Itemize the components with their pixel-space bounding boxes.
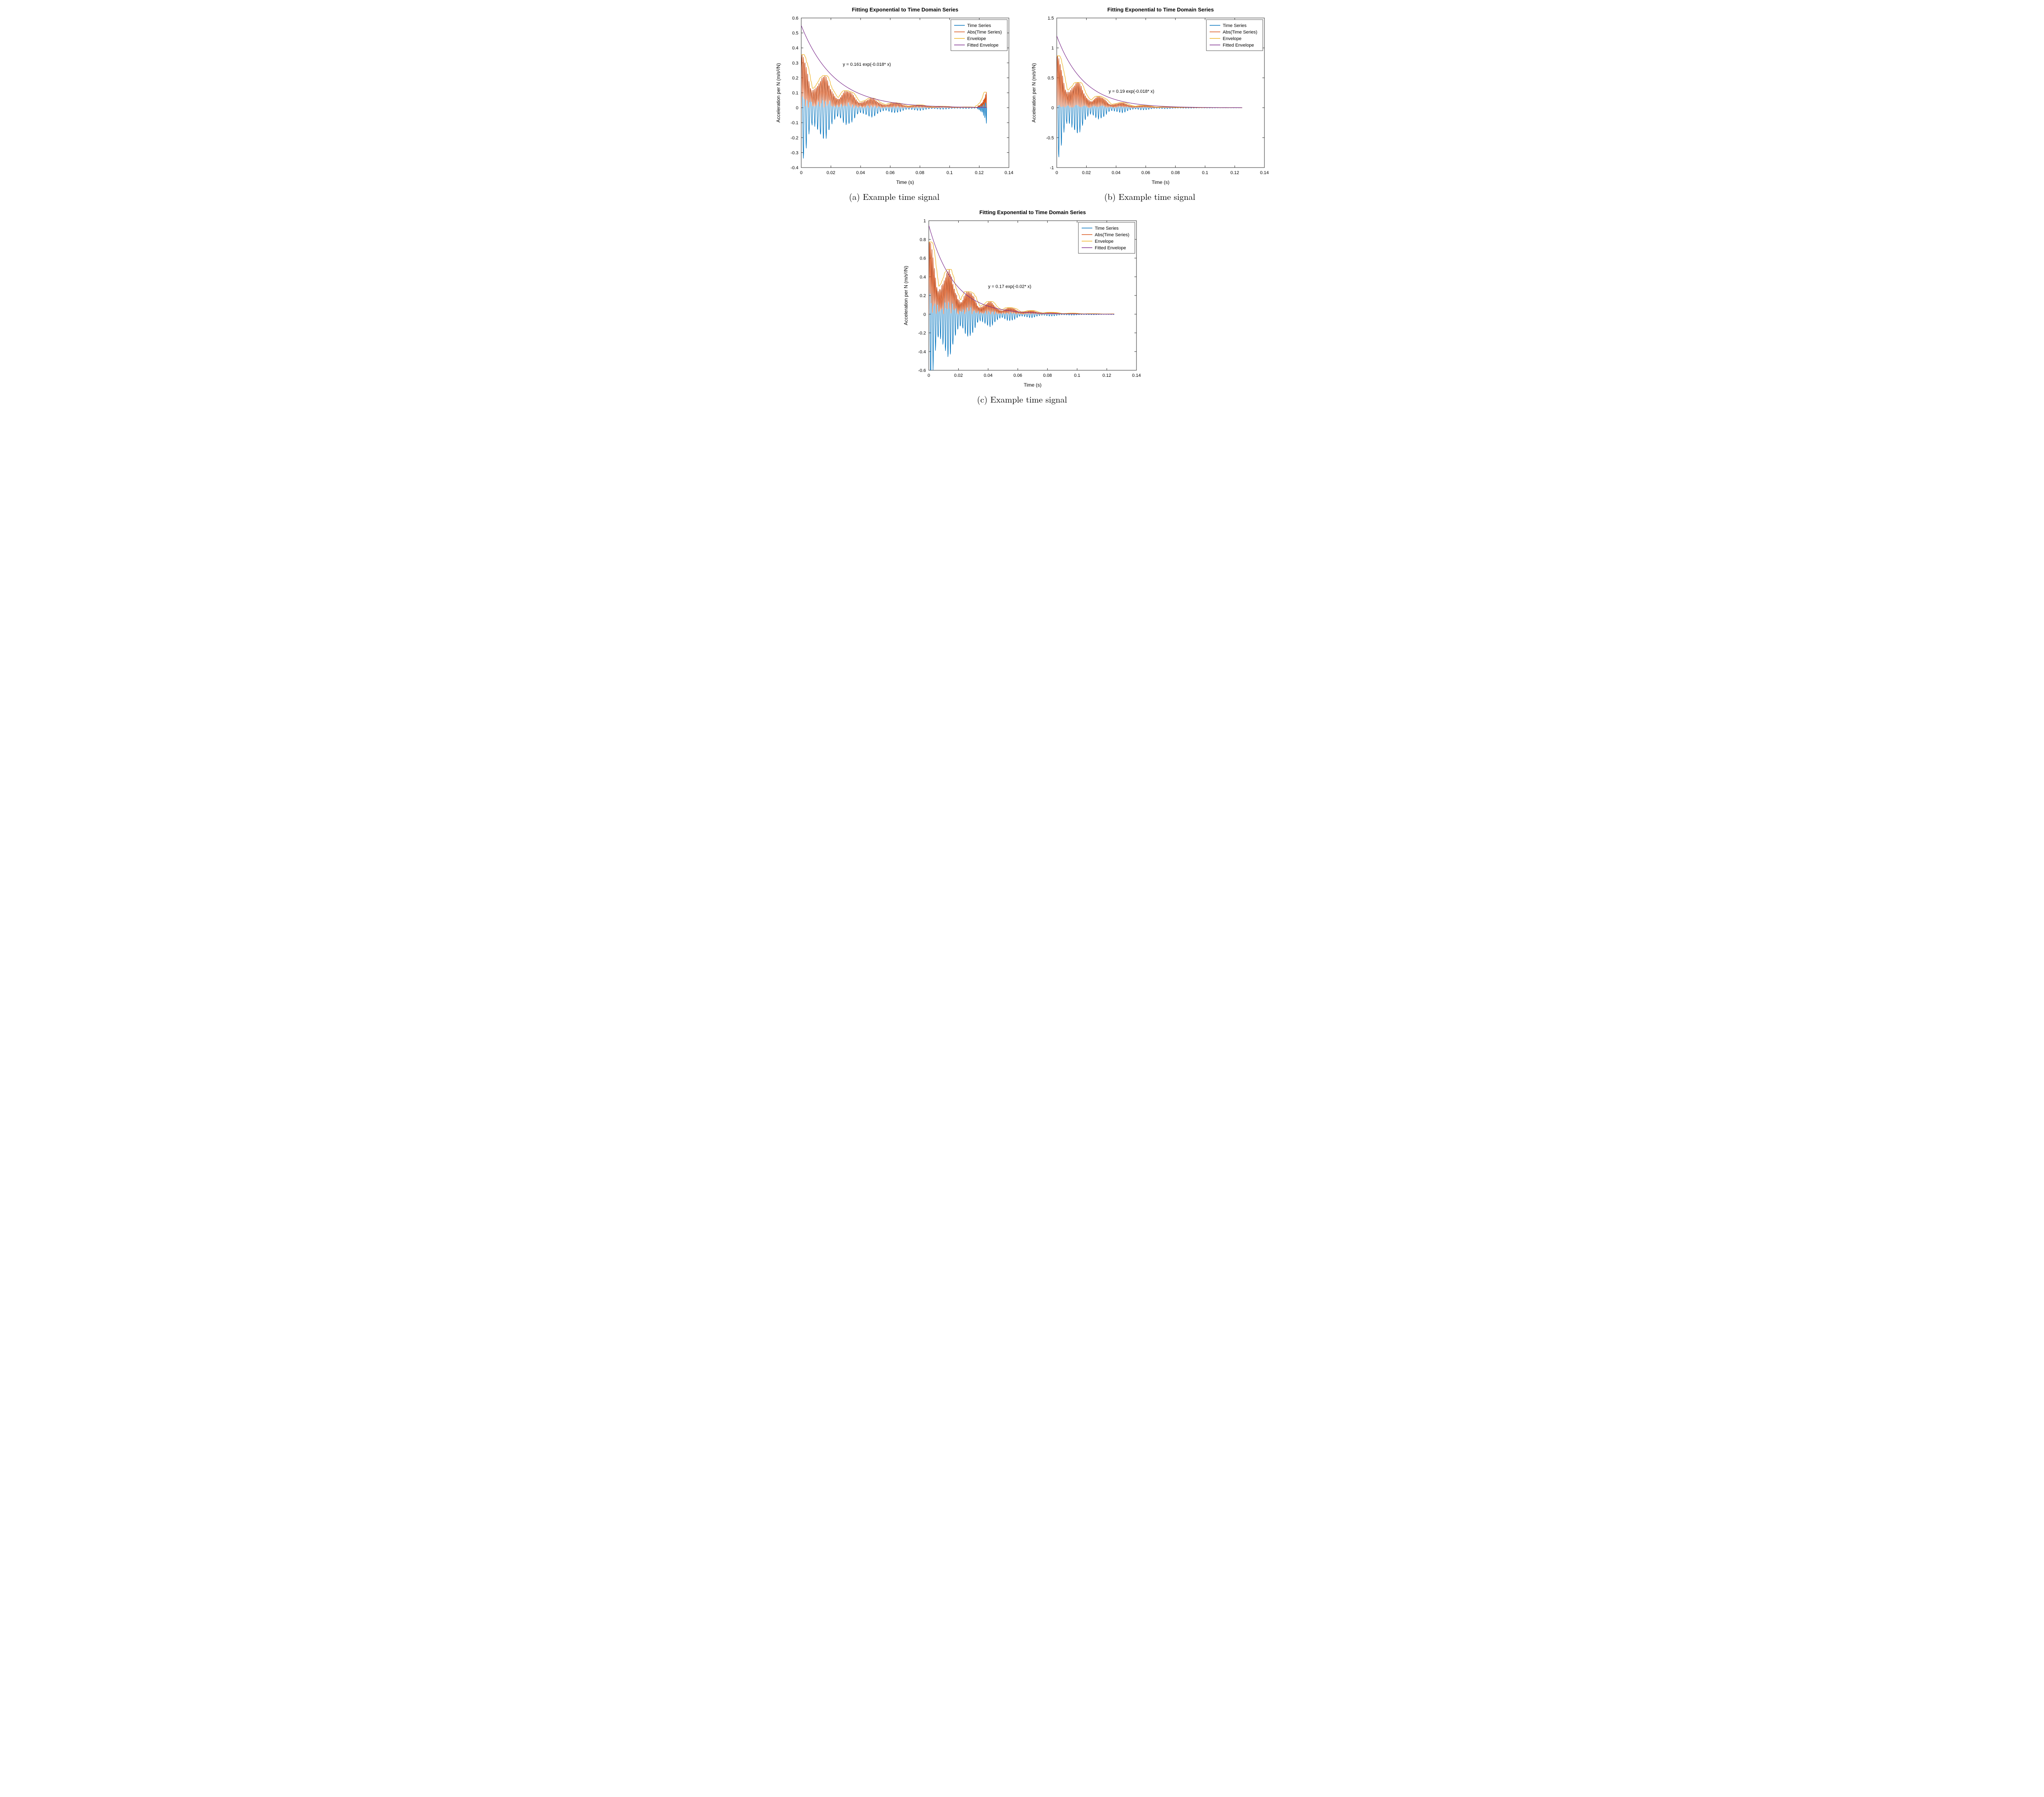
svg-text:Envelope: Envelope (1095, 239, 1114, 244)
svg-text:0: 0 (928, 373, 930, 378)
svg-text:Fitting Exponential to Time Do: Fitting Exponential to Time Domain Serie… (979, 209, 1086, 215)
svg-text:0.5: 0.5 (792, 31, 798, 36)
svg-text:-1: -1 (1050, 166, 1054, 170)
svg-text:1.5: 1.5 (1047, 16, 1053, 21)
svg-text:Fitted Envelope: Fitted Envelope (1223, 43, 1254, 48)
panel-a: Fitting Exponential to Time Domain Serie… (771, 4, 1018, 203)
svg-text:0.1: 0.1 (1202, 170, 1208, 175)
caption-c: (c) Example time signal (977, 393, 1067, 405)
svg-text:1: 1 (923, 219, 926, 224)
chart-a: Fitting Exponential to Time Domain Serie… (772, 4, 1017, 188)
svg-text:0.06: 0.06 (1141, 170, 1150, 175)
svg-text:Fitted Envelope: Fitted Envelope (967, 43, 998, 48)
svg-text:-0.3: -0.3 (791, 150, 798, 155)
svg-text:1: 1 (1051, 46, 1053, 51)
svg-text:Fitting Exponential to Time Do: Fitting Exponential to Time Domain Serie… (1107, 7, 1214, 13)
svg-text:0.4: 0.4 (920, 275, 926, 280)
svg-text:-0.2: -0.2 (918, 331, 926, 336)
caption-a: (a) Example time signal (849, 190, 940, 203)
svg-text:0.3: 0.3 (792, 61, 798, 66)
svg-text:Fitting Exponential to Time Do: Fitting Exponential to Time Domain Serie… (852, 7, 958, 13)
svg-text:Time Series: Time Series (1095, 226, 1119, 231)
svg-text:0.08: 0.08 (1043, 373, 1052, 378)
svg-text:0.4: 0.4 (792, 46, 798, 51)
svg-text:-0.5: -0.5 (1046, 136, 1054, 141)
svg-text:-0.1: -0.1 (791, 121, 798, 125)
chart-b: Fitting Exponential to Time Domain Serie… (1027, 4, 1273, 188)
svg-text:Abs(Time Series): Abs(Time Series) (1095, 233, 1130, 237)
svg-text:0.12: 0.12 (1103, 373, 1111, 378)
svg-text:0.6: 0.6 (920, 256, 926, 261)
svg-text:Time Series: Time Series (1223, 23, 1247, 28)
panel-b: Fitting Exponential to Time Domain Serie… (1026, 4, 1273, 203)
svg-text:Acceleration per N (m/s²/N): Acceleration per N (m/s²/N) (775, 63, 781, 122)
svg-text:0: 0 (923, 312, 926, 317)
svg-text:0.14: 0.14 (1004, 170, 1013, 175)
svg-text:Time (s): Time (s) (896, 179, 914, 185)
svg-text:0.1: 0.1 (946, 170, 953, 175)
svg-text:0.5: 0.5 (1047, 76, 1053, 81)
svg-text:Acceleration per N (m/s²/N): Acceleration per N (m/s²/N) (1031, 63, 1037, 122)
svg-text:0: 0 (1055, 170, 1058, 175)
svg-text:Acceleration per N (m/s²/N): Acceleration per N (m/s²/N) (903, 266, 909, 325)
svg-text:0.08: 0.08 (1171, 170, 1179, 175)
panel-c: Fitting Exponential to Time Domain Serie… (899, 207, 1145, 405)
svg-text:0.2: 0.2 (920, 293, 926, 298)
svg-text:Envelope: Envelope (1223, 36, 1242, 41)
svg-text:y = 0.161 exp(-0.018* x): y = 0.161 exp(-0.018* x) (843, 62, 891, 67)
svg-text:0.14: 0.14 (1132, 373, 1141, 378)
svg-text:Time (s): Time (s) (1024, 382, 1042, 388)
svg-text:0.04: 0.04 (1112, 170, 1120, 175)
svg-text:0: 0 (796, 106, 798, 111)
svg-text:Time (s): Time (s) (1152, 179, 1170, 185)
svg-text:0: 0 (1051, 106, 1053, 111)
svg-text:0.06: 0.06 (886, 170, 894, 175)
svg-text:-0.6: -0.6 (918, 368, 926, 373)
svg-text:0.06: 0.06 (1013, 373, 1022, 378)
svg-text:0.04: 0.04 (984, 373, 992, 378)
svg-text:0.02: 0.02 (954, 373, 963, 378)
chart-c: Fitting Exponential to Time Domain Serie… (899, 207, 1145, 391)
svg-text:Time Series: Time Series (967, 23, 991, 28)
svg-text:0.12: 0.12 (1230, 170, 1239, 175)
svg-text:0.1: 0.1 (1074, 373, 1080, 378)
svg-text:Fitted Envelope: Fitted Envelope (1095, 246, 1126, 251)
svg-text:0.08: 0.08 (915, 170, 924, 175)
svg-text:0.02: 0.02 (1082, 170, 1090, 175)
svg-text:0.6: 0.6 (792, 16, 798, 21)
svg-text:0: 0 (800, 170, 802, 175)
svg-text:Abs(Time Series): Abs(Time Series) (967, 30, 1002, 35)
svg-text:0.14: 0.14 (1260, 170, 1269, 175)
svg-text:0.02: 0.02 (826, 170, 835, 175)
caption-b: (b) Example time signal (1104, 190, 1195, 203)
svg-text:0.8: 0.8 (920, 237, 926, 242)
svg-text:y = 0.17 exp(-0.02* x): y = 0.17 exp(-0.02* x) (988, 284, 1031, 289)
svg-text:Envelope: Envelope (967, 36, 986, 41)
svg-text:-0.4: -0.4 (918, 349, 926, 354)
svg-text:0.1: 0.1 (792, 91, 798, 96)
svg-text:Abs(Time Series): Abs(Time Series) (1223, 30, 1257, 35)
svg-text:0.12: 0.12 (975, 170, 983, 175)
svg-text:0.2: 0.2 (792, 76, 798, 81)
svg-text:-0.2: -0.2 (791, 136, 798, 141)
subplot-grid: Fitting Exponential to Time Domain Serie… (771, 4, 1273, 405)
svg-text:y = 0.19 exp(-0.018* x): y = 0.19 exp(-0.018* x) (1109, 89, 1154, 94)
svg-text:0.04: 0.04 (856, 170, 865, 175)
svg-text:-0.4: -0.4 (791, 166, 798, 170)
